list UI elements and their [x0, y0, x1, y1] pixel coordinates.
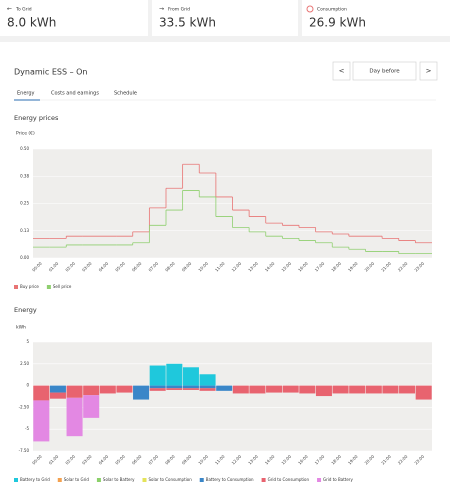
bar-segment: [199, 374, 216, 386]
prev-button-label[interactable]: <: [339, 67, 345, 75]
y-tick-label: 0.38: [20, 173, 29, 178]
y-tick-label: 0.13: [20, 228, 29, 233]
legend-swatch: [14, 478, 18, 482]
legend-swatch: [199, 478, 204, 482]
card-label: From Grid: [168, 7, 190, 13]
legend-label: Grid to Battery: [323, 477, 353, 482]
bar-segment: [66, 397, 83, 437]
bar-segment: [166, 385, 183, 389]
y-axis-label: kWh: [16, 325, 26, 331]
y-tick-label: 0.50: [20, 146, 29, 151]
card-value: 33.5 kWh: [159, 16, 216, 30]
bar-segment: [249, 385, 266, 394]
y-axis-label: Price (€): [16, 131, 35, 137]
legend-label: Battery to Consumption: [206, 477, 254, 482]
bar-segment: [415, 385, 432, 400]
legend-swatch: [317, 478, 322, 482]
card: [302, 0, 450, 36]
bar-segment: [299, 385, 316, 394]
bar-segment: [216, 385, 233, 391]
bar-segment: [49, 392, 66, 399]
bar-segment: [33, 385, 50, 401]
y-tick-label: 5: [26, 339, 29, 344]
y-tick-label: 0: [26, 383, 29, 388]
card-icon: ←: [7, 6, 12, 13]
legend-label: Sell price: [53, 284, 72, 289]
y-tick-label: 0.00: [20, 255, 29, 260]
y-tick-label: -7.50: [19, 448, 30, 453]
bar-segment: [66, 385, 83, 398]
bar-segment: [33, 400, 50, 442]
bar-segment: [166, 388, 183, 390]
tab[interactable]: Energy: [17, 91, 35, 97]
card-value: 26.9 kWh: [309, 16, 366, 30]
legend-swatch: [46, 285, 51, 289]
legend-swatch: [14, 285, 18, 289]
bar-segment: [133, 385, 150, 400]
panel-title: Dynamic ESS – On: [14, 68, 88, 77]
bar-segment: [49, 385, 66, 393]
bar-segment: [182, 385, 199, 389]
chart-title: Energy: [14, 306, 37, 314]
card-icon: →: [159, 6, 164, 13]
bar-segment: [399, 385, 416, 394]
bar-segment: [99, 385, 116, 394]
bar-segment: [382, 385, 399, 394]
bar-segment: [232, 385, 249, 394]
legend-label: Solar to Battery: [103, 477, 135, 482]
legend-label: Buy price: [20, 284, 39, 289]
prev-button[interactable]: [332, 61, 351, 81]
plot-area: [33, 342, 432, 451]
y-tick-label: 2.50: [20, 361, 29, 366]
legend-label: Battery to Grid: [20, 477, 50, 482]
bar-segment: [116, 385, 133, 393]
legend-swatch: [96, 478, 101, 482]
bar-segment: [83, 395, 100, 418]
bar-segment: [182, 367, 199, 386]
tab[interactable]: Schedule: [114, 91, 137, 97]
legend-swatch: [261, 478, 266, 482]
bar-segment: [349, 385, 366, 394]
bar-segment: [282, 385, 299, 393]
bar-segment: [182, 388, 199, 390]
card-icon: [306, 5, 314, 13]
legend-label: Solar to Grid: [64, 477, 90, 482]
card-label: Consumption: [317, 7, 347, 13]
bar-segment: [199, 388, 216, 391]
day-before-button[interactable]: [352, 61, 417, 81]
legend-swatch: [142, 478, 147, 482]
y-tick-label: 0.25: [20, 201, 29, 206]
y-tick-label: -5: [25, 426, 29, 431]
chart-title: Energy prices: [14, 114, 59, 122]
bar-segment: [365, 385, 382, 394]
card-label: To Grid: [15, 7, 32, 13]
legend-label: Solar to Consumption: [148, 477, 192, 482]
next-button-label[interactable]: >: [426, 67, 432, 75]
tab[interactable]: Costs and earnings: [51, 91, 99, 97]
legend-swatch: [57, 478, 62, 482]
bar-segment: [332, 385, 349, 394]
next-button[interactable]: [419, 61, 438, 81]
bar-segment: [149, 365, 166, 386]
legend-label: Grid to Consumption: [268, 477, 310, 482]
bar-segment: [83, 385, 100, 396]
card: [0, 0, 148, 36]
bar-segment: [266, 385, 283, 393]
bar-segment: [199, 385, 216, 389]
card-value: 8.0 kWh: [7, 16, 56, 30]
bar-segment: [149, 385, 166, 389]
bar-segment: [149, 388, 166, 391]
day-before-label[interactable]: Day before: [369, 69, 400, 75]
card: [152, 0, 298, 36]
y-tick-label: -2.50: [19, 404, 30, 409]
bar-segment: [166, 363, 183, 386]
bar-segment: [315, 385, 332, 397]
